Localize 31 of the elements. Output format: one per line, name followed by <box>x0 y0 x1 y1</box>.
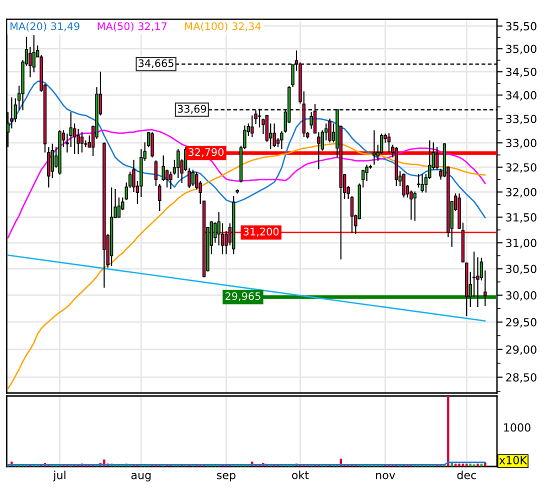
y-tick-label: 30,00 <box>506 291 536 301</box>
ref-line-label: 31,200 <box>244 228 279 237</box>
x-tick-label: aug <box>131 472 151 482</box>
y-tick-label: 35,50 <box>506 22 536 32</box>
ref-line-label: 29,965 <box>226 292 260 302</box>
y-tick-label: 29,50 <box>506 318 536 328</box>
y-tick-label: 31,50 <box>506 213 536 223</box>
ref-line-label: 32,790 <box>188 148 224 158</box>
x-tick-label: sep <box>216 472 236 482</box>
text: MA(20) 31,49 <box>10 22 80 32</box>
y-tick-label: 30,50 <box>506 264 536 274</box>
y-tick-label: 29,00 <box>506 345 536 355</box>
x-tick-label: nov <box>376 472 396 480</box>
x-tick-label: jul <box>52 470 66 482</box>
y-tick-label: 32,50 <box>506 163 536 173</box>
y-tick-label: 34,00 <box>506 91 536 101</box>
text: MA(100) 32,34 <box>185 22 261 32</box>
x-tick-label: okt <box>292 470 309 480</box>
ref-line-label: 33,69 <box>178 104 206 114</box>
y-tick-label: 33,00 <box>506 138 536 148</box>
text: MA(50) 32,17 <box>98 22 167 32</box>
x-tick-label: dec <box>457 470 476 480</box>
y-tick-label: 31,00 <box>506 238 536 248</box>
text: 1000 <box>504 423 530 432</box>
y-tick-label: 33,50 <box>506 114 536 124</box>
ref-line-label: 34,665 <box>138 59 174 68</box>
y-tick-label: 28,50 <box>506 373 536 383</box>
y-tick-label: 32,00 <box>506 188 536 198</box>
y-axis-title: x10K <box>499 456 528 464</box>
y-tick-label: 35,00 <box>506 44 536 54</box>
y-tick-label: 34,50 <box>506 68 536 78</box>
